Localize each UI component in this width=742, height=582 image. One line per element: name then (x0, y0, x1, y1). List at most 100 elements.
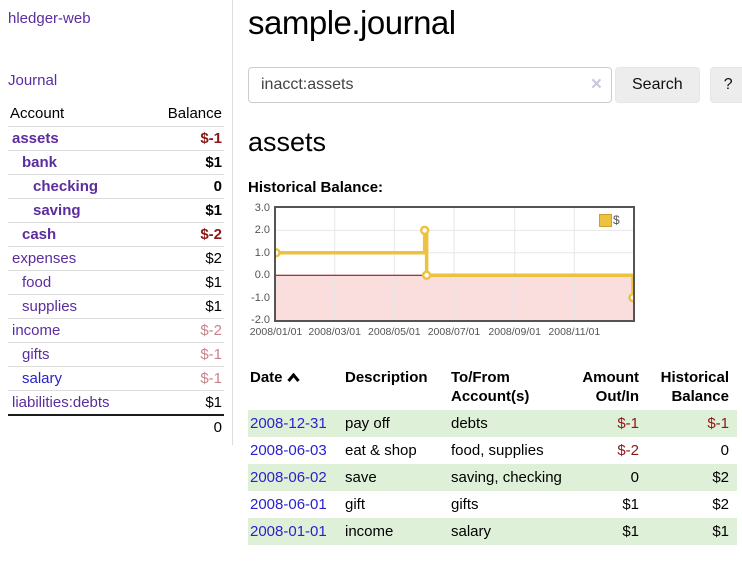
register-row: 2008-06-01 gift gifts $1 $2 (248, 491, 737, 518)
chart-legend: $ (599, 213, 620, 227)
account-link-food[interactable]: food (22, 274, 52, 291)
transaction-amount: $-2 (617, 442, 639, 459)
legend-swatch-icon (599, 213, 612, 227)
register-header-accounts: To/From Account(s) (451, 369, 530, 405)
help-button[interactable]: ? (709, 67, 742, 103)
account-row: food $1 (8, 270, 224, 295)
register-header-amount: Amount Out/In (582, 369, 639, 405)
transaction-date-link[interactable]: 2008-06-03 (250, 442, 327, 459)
transaction-balance: $2 (647, 464, 737, 491)
account-balance: $1 (146, 198, 224, 223)
sidebar-item-journal[interactable]: Journal (8, 72, 58, 89)
x-tick-label: 2008/03/01 (308, 326, 361, 338)
transaction-date-link[interactable]: 2008-06-01 (250, 496, 327, 513)
transaction-amount: 0 (582, 464, 647, 491)
account-balance: $-1 (146, 126, 224, 151)
transaction-accounts: food, supplies (451, 442, 544, 459)
transaction-description: income (345, 518, 451, 545)
transaction-balance: $1 (647, 518, 737, 545)
account-row: income $-2 (8, 318, 224, 343)
search-input[interactable] (248, 67, 612, 103)
account-link-assets[interactable]: assets (12, 130, 59, 147)
x-tick-label: 2008/07/01 (427, 326, 481, 338)
transaction-balance: 0 (720, 442, 729, 459)
account-link-liabilities-debts[interactable]: liabilities:debts (12, 394, 110, 411)
transaction-balance: $-1 (647, 410, 737, 437)
account-row: saving $1 (8, 198, 224, 223)
account-balance: $-2 (146, 222, 224, 247)
transaction-date-link[interactable]: 2008-12-31 (250, 415, 327, 432)
transaction-date-link[interactable]: 2008-06-02 (250, 469, 327, 486)
account-balance: 0 (146, 174, 224, 199)
y-tick-label: 0.0 (254, 269, 270, 282)
transaction-description: save (345, 464, 451, 491)
accounts-total-row: 0 (8, 414, 224, 439)
y-tick-label: 3.0 (254, 202, 270, 214)
app-window: hledger-web Journal Account Balance asse… (0, 0, 742, 545)
account-row: bank $1 (8, 150, 224, 175)
page-title: sample.journal (248, 4, 456, 41)
y-tick-label: 1.0 (254, 246, 270, 259)
accounts-table: Account Balance assets $-1 bank $1 checkin… (8, 102, 224, 439)
transaction-description: eat & shop (345, 442, 417, 459)
account-row: expenses $2 (8, 246, 224, 271)
clear-search-icon[interactable]: × (590, 74, 602, 95)
search-input-wrap: × (248, 67, 612, 103)
transaction-description: pay off (345, 410, 451, 437)
register-row: 2008-06-03 eat & shop food, supplies $-2… (248, 437, 737, 464)
transaction-description: gift (345, 496, 366, 513)
account-row: salary $-1 (8, 366, 224, 391)
register-header-row: Date Description To/From Account(s) Amou… (248, 364, 737, 410)
legend-label: $ (613, 213, 620, 227)
chevron-up-icon (286, 372, 300, 382)
register-header-description: Description (345, 369, 428, 386)
main-content: sample.journal × Search ? assets Histori… (233, 0, 742, 545)
transaction-amount: $-1 (582, 410, 647, 437)
account-row: assets $-1 (8, 126, 224, 151)
search-button[interactable]: Search (615, 67, 700, 103)
account-link-supplies[interactable]: supplies (22, 298, 78, 315)
y-tick-label: -1.0 (251, 291, 270, 304)
transaction-accounts: debts (451, 410, 582, 437)
accounts-total-value: 0 (146, 414, 224, 439)
account-row: liabilities:debts $1 (8, 390, 224, 415)
app-title-link[interactable]: hledger-web (8, 10, 91, 27)
transaction-date-link[interactable]: 2008-01-01 (250, 523, 327, 540)
account-link-income[interactable]: income (12, 322, 61, 339)
sidebar: hledger-web Journal Account Balance asse… (0, 0, 233, 445)
account-link-salary[interactable]: salary (22, 370, 63, 387)
x-tick-label: 2008/09/01 (488, 326, 541, 338)
account-link-expenses[interactable]: expenses (12, 250, 77, 267)
account-balance: $1 (146, 294, 224, 319)
account-row: checking 0 (8, 174, 224, 199)
chart-title: Historical Balance: (248, 179, 384, 196)
accounts-header-account: Account (10, 105, 65, 122)
chart-plot (274, 206, 635, 322)
account-link-checking[interactable]: checking (33, 178, 99, 195)
register-header-date[interactable]: Date (248, 364, 345, 410)
y-tick-label: 2.0 (254, 224, 270, 237)
account-row: supplies $1 (8, 294, 224, 319)
register-row: 2008-06-02 save saving, checking 0 $2 (248, 464, 737, 491)
account-link-bank[interactable]: bank (22, 154, 58, 171)
account-link-saving[interactable]: saving (33, 202, 81, 219)
accounts-header-balance: Balance (167, 105, 222, 122)
account-link-gifts[interactable]: gifts (22, 346, 50, 363)
transaction-accounts: salary (451, 518, 582, 545)
account-balance: $1 (146, 390, 224, 415)
account-balance: $-1 (146, 366, 224, 391)
x-tick-label: 2008/11/01 (548, 326, 601, 338)
register-row: 2008-12-31 pay off debts $-1 $-1 (248, 410, 737, 437)
register-table: Date Description To/From Account(s) Amou… (248, 364, 737, 545)
search-form: × Search ? (248, 67, 742, 103)
transaction-amount: $1 (582, 518, 647, 545)
transaction-balance: $2 (712, 496, 729, 513)
account-balance: $2 (146, 246, 224, 271)
transaction-accounts: saving, checking (451, 464, 582, 491)
account-heading: assets (248, 127, 327, 157)
account-link-cash[interactable]: cash (22, 226, 57, 243)
x-tick-label: 2008/05/01 (368, 326, 421, 338)
transaction-amount: $1 (622, 496, 639, 513)
account-balance: $1 (146, 270, 224, 295)
transaction-accounts: gifts (451, 496, 479, 513)
